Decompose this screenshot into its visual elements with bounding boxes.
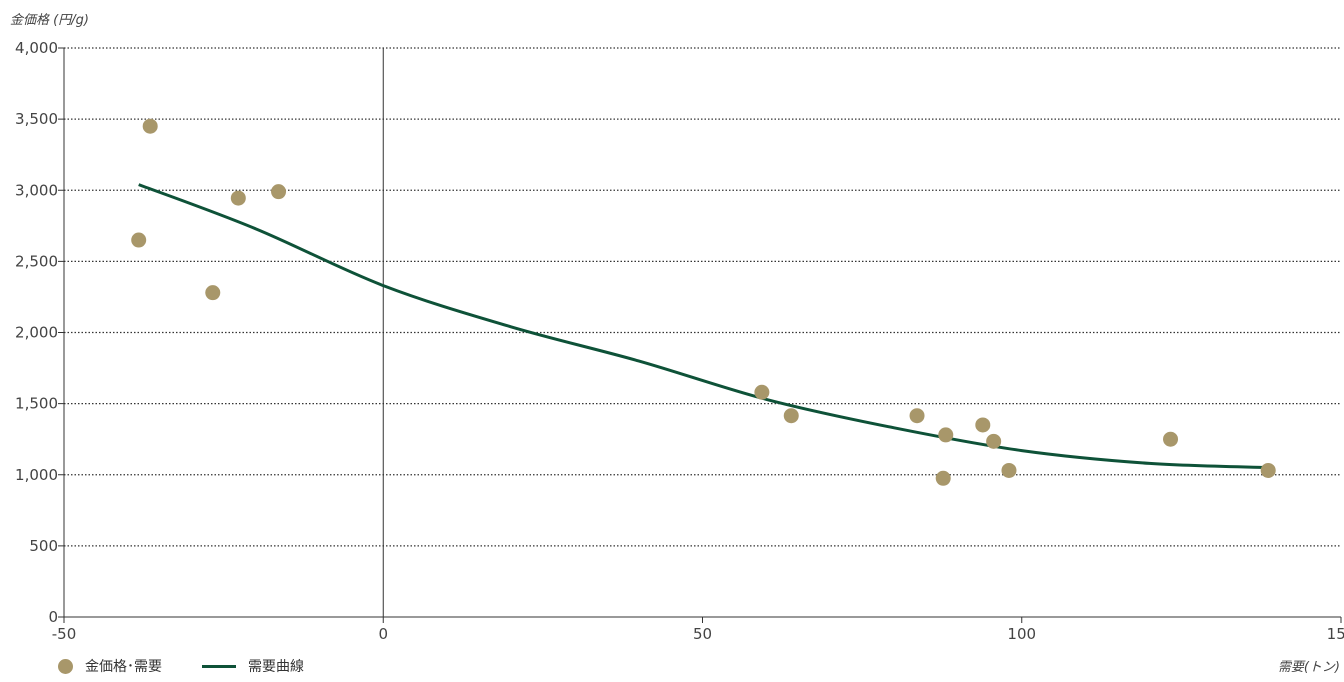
- scatter-point: [142, 118, 158, 134]
- y-tick-label: 0: [48, 608, 58, 626]
- y-ticks: 0 500 1,000 1,500 2,000 2,500 3,000 3,500 4,000: [15, 39, 64, 626]
- y-tick-label: 1,000: [15, 466, 58, 484]
- x-tick-label: 50: [693, 625, 712, 643]
- y-tick-label: 3,500: [15, 110, 58, 128]
- grid-lines: [63, 47, 1341, 617]
- legend-label-curve: 需要曲線: [248, 659, 304, 675]
- legend-line-icon: [202, 664, 236, 668]
- scatter-point: [909, 408, 925, 424]
- scatter-point: [131, 232, 147, 248]
- scatter-points: [131, 118, 1276, 486]
- x-ticks: -50 0 50 100 150: [52, 617, 1344, 643]
- y-axis-title: 金価格 (円/g): [10, 12, 89, 28]
- scatter-point: [975, 417, 991, 433]
- y-tick-label: 500: [29, 537, 58, 555]
- scatter-point: [271, 184, 287, 200]
- scatter-point: [1260, 462, 1276, 478]
- y-tick-label: 2,500: [15, 252, 58, 270]
- scatter-point: [783, 408, 799, 424]
- legend-item-curve: 需要曲線: [202, 656, 304, 676]
- scatter-point: [1001, 462, 1017, 478]
- y-tick-label: 3,000: [15, 181, 58, 199]
- scatter-point: [754, 384, 770, 400]
- x-axis-title: 需要(トン): [1278, 660, 1340, 675]
- legend: 金価格･需要 需要曲線: [58, 656, 304, 676]
- y-tick-label: 2,000: [15, 324, 58, 342]
- scatter-point: [1163, 431, 1179, 447]
- scatter-point: [205, 285, 221, 301]
- demand-curve-line: [138, 183, 1269, 470]
- legend-dot-icon: [58, 658, 73, 674]
- x-tick-label: 150: [1327, 625, 1344, 643]
- x-tick-label: 100: [1007, 625, 1036, 643]
- legend-item-scatter: 金価格･需要: [58, 656, 162, 676]
- x-tick-label: 0: [378, 625, 388, 643]
- scatter-point: [230, 190, 246, 206]
- y-tick-label: 1,500: [15, 395, 58, 413]
- legend-label-scatter: 金価格･需要: [85, 659, 162, 675]
- scatter-point: [938, 427, 954, 443]
- scatter-point: [935, 470, 951, 486]
- y-tick-label: 4,000: [15, 39, 58, 57]
- scatter-point: [986, 433, 1002, 449]
- x-tick-label: -50: [52, 625, 77, 643]
